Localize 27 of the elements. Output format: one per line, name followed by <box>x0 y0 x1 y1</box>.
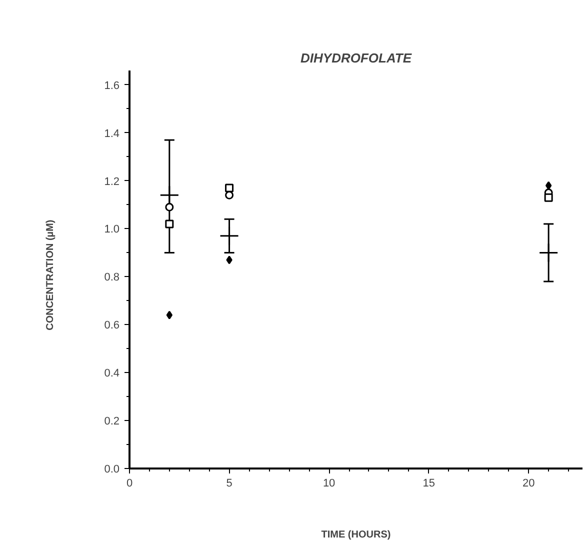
y-tick-label: 1.6 <box>104 80 120 92</box>
x-tick-label: 10 <box>322 478 336 490</box>
y-tick-label: 0.0 <box>104 464 120 476</box>
point <box>165 202 174 212</box>
point <box>225 184 234 192</box>
x-tick-label: 5 <box>226 478 232 490</box>
chart-title: DIHYDROFOLATE <box>300 50 412 66</box>
y-tick-label: 0.8 <box>104 272 120 284</box>
x-tick-label: 20 <box>522 478 535 490</box>
point <box>538 242 558 262</box>
x-tick-label: 15 <box>422 478 435 490</box>
y-tick-label: 1.4 <box>104 128 120 140</box>
y-axis-title: CONCENTRATION (µM) <box>45 220 56 330</box>
point <box>165 220 174 228</box>
point <box>166 310 172 320</box>
x-tick-label: 0 <box>126 478 133 490</box>
y-tick-label: 1.2 <box>104 176 120 188</box>
point <box>226 256 232 264</box>
x-axis-title: TIME (HOURS) <box>321 530 391 540</box>
point <box>160 185 180 205</box>
point <box>545 181 552 190</box>
point <box>544 193 553 202</box>
point <box>220 226 240 246</box>
y-tick-label: 0.2 <box>104 416 120 428</box>
y-tick-label: 0.6 <box>104 320 120 332</box>
y-tick-label: 0.4 <box>104 368 120 380</box>
y-tick-label: 1.0 <box>104 224 120 236</box>
